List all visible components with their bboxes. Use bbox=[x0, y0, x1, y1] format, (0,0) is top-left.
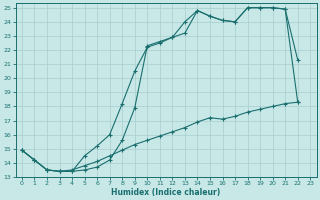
X-axis label: Humidex (Indice chaleur): Humidex (Indice chaleur) bbox=[111, 188, 221, 197]
